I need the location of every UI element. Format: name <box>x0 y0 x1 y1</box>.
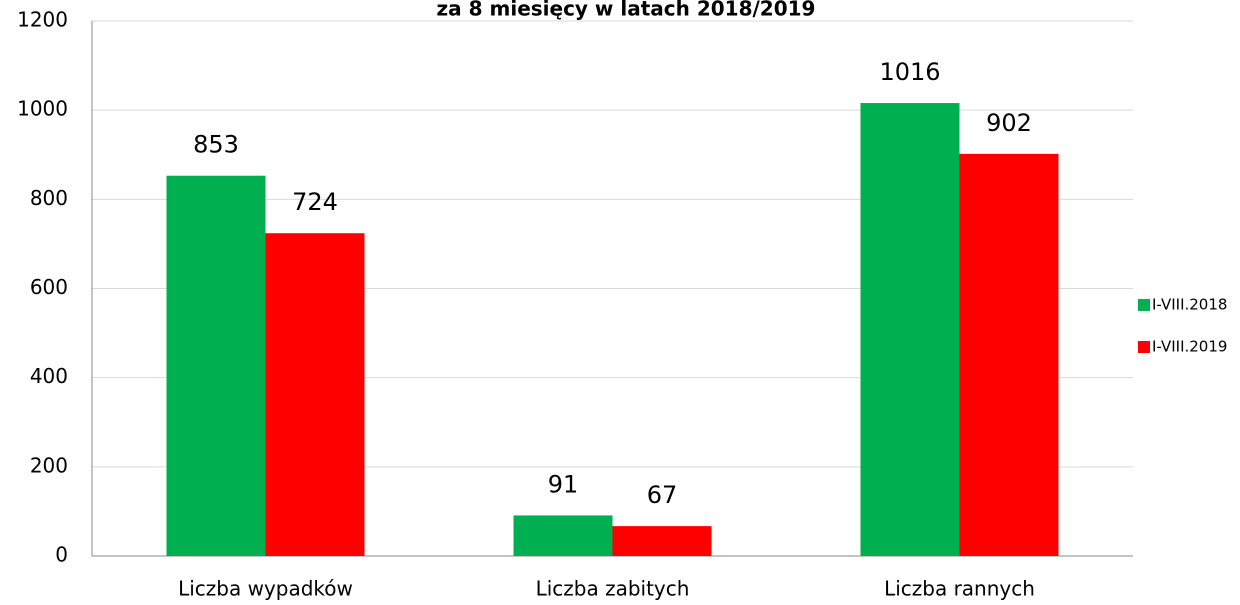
value-label: 1016 <box>879 58 940 86</box>
bar <box>166 175 266 556</box>
y-tick-label: 600 <box>30 275 68 299</box>
y-tick-label: 800 <box>30 186 68 210</box>
legend-label: I-VIII.2019 <box>1152 338 1227 356</box>
value-label: 67 <box>647 481 678 509</box>
x-tick-label: Liczba wypadków <box>178 577 353 601</box>
y-tick-label: 0 <box>55 543 68 567</box>
value-label: 91 <box>548 470 579 498</box>
bar <box>959 153 1059 556</box>
x-tick-label: Liczba rannych <box>884 577 1035 601</box>
legend-swatch <box>1138 299 1150 311</box>
x-tick-label: Liczba zabitych <box>536 577 690 601</box>
value-label: 724 <box>292 188 338 216</box>
y-tick-label: 1200 <box>17 8 68 32</box>
bar <box>265 233 365 556</box>
bar <box>513 515 613 556</box>
bar <box>612 526 712 556</box>
value-label: 902 <box>986 109 1032 137</box>
legend-swatch <box>1138 341 1150 353</box>
y-tick-label: 400 <box>30 364 68 388</box>
chart-title: za 8 miesięcy w latach 2018/2019 <box>437 0 816 21</box>
value-label: 853 <box>193 131 239 159</box>
legend-label: I-VIII.2018 <box>1152 296 1227 314</box>
y-tick-label: 200 <box>30 453 68 477</box>
y-tick-label: 1000 <box>17 97 68 121</box>
bar <box>860 103 960 557</box>
